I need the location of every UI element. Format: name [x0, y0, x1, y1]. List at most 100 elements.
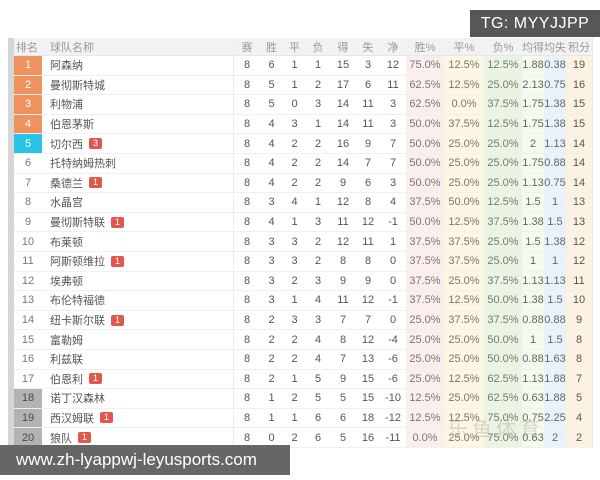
stat-p: 8	[243, 392, 251, 405]
notice-count-badge: 1	[100, 412, 113, 424]
team-row[interactable]: 5 切尔西 3 8 4 2 2 16 9 7 50.0% 25.0% 25.0% 2 1.13 14	[8, 134, 592, 154]
stat-wpct: 75.0%	[406, 56, 444, 75]
stat-d: 2	[291, 392, 298, 405]
stat-avgf: 1.75	[522, 153, 544, 173]
stat-p: 8	[243, 59, 251, 72]
stat-d: 3	[291, 118, 298, 131]
stat-l: 4	[314, 294, 322, 307]
column-header-dpct: 平%	[453, 41, 475, 54]
stat-lpct: 62.5%	[484, 369, 522, 389]
rank-cell: 16	[21, 353, 35, 366]
stat-d: 3	[291, 314, 298, 327]
stat-gd: 3	[389, 98, 397, 111]
team-row[interactable]: 3 利物浦 8 5 0 3 14 11 3 62.5% 0.0% 37.5% 1.75 1.38 15	[8, 95, 592, 115]
stat-w: 3	[268, 274, 275, 287]
stat-w: 4	[268, 137, 275, 150]
stat-dpct: 37.5%	[444, 232, 484, 251]
team-name-cell: 曼彻斯特城	[42, 75, 234, 95]
team-row[interactable]: 19 西汉姆联 1 8 1 1 6 6 18 -12 12.5% 12.5% 75.0% 0.75 2.25…	[8, 408, 592, 429]
team-name: 曼彻斯特城	[50, 79, 105, 92]
team-row[interactable]: 4 伯恩茅斯 8 4 3 1 14 11 3 50.0% 37.5% 12.5% 1.75 1.38 15	[8, 114, 592, 135]
stat-p: 8	[243, 216, 251, 229]
stat-ga: 12	[361, 294, 375, 307]
team-row[interactable]: 16 利兹联 8 2 2 4 7 13 -6 25.0% 25.0% 50.0% 0.88 1.63 8	[8, 349, 592, 370]
stat-gf: 12	[336, 235, 350, 248]
stat-wpct: 50.0%	[406, 153, 444, 173]
stat-w: 2	[268, 314, 275, 327]
team-row[interactable]: 10 布莱顿 8 3 3 2 12 11 1 37.5% 37.5% 25.0% 1.5 1.38 12	[8, 232, 592, 252]
column-header-w: 胜	[266, 41, 277, 54]
stat-gd: -12	[385, 411, 401, 424]
notice-count-badge: 1	[111, 255, 124, 267]
stat-p: 8	[243, 196, 251, 209]
column-header-l: 负	[312, 41, 324, 54]
league-standings-table: 排名 球队名称赛胜平负得失净胜% 平% 负% 均得 均失 积分 1 阿森纳 8 6 1 1 15 3 12 7…	[8, 38, 593, 448]
stat-w: 2	[268, 353, 275, 366]
stat-ga: 11	[362, 235, 374, 248]
rank-cell: 1	[14, 56, 42, 75]
team-row[interactable]: 1 阿森纳 8 6 1 1 15 3 12 75.0% 12.5% 12.5% 1.88 0.38 19	[8, 56, 592, 76]
team-row[interactable]: 20 狼队 1 8 0 2 6 5 16 -11 0.0% 25.0% 75.0% 0.63 2 2	[8, 428, 592, 448]
stat-dpct: 12.5%	[444, 408, 484, 428]
stat-l: 2	[314, 78, 322, 91]
stat-d: 1	[291, 372, 298, 385]
stat-gf: 6	[339, 411, 347, 424]
stat-d: 2	[291, 137, 298, 150]
stat-avga: 1	[544, 251, 566, 271]
stat-lpct: 50.0%	[484, 330, 522, 349]
team-row[interactable]: 8 水晶宫 8 3 4 1 12 8 4 37.5% 50.0% 12.5% 1.5 1 13	[8, 193, 592, 213]
stat-avgf: 1	[522, 330, 544, 349]
stat-d: 1	[291, 411, 298, 424]
team-name: 切尔西	[50, 138, 83, 151]
stat-pts: 16	[566, 75, 592, 95]
team-row[interactable]: 11 阿斯顿维拉 1 8 3 3 2 8 8 0 37.5% 37.5% 25.0% 1 1 12	[8, 251, 592, 272]
stat-pts: 8	[566, 330, 592, 349]
team-row[interactable]: 13 布伦特福德 8 3 1 4 11 12 -1 37.5% 12.5% 50.0% 1.38 1.5 1…	[8, 291, 592, 311]
tg-contact-badge: TG: MYYJJPP	[470, 10, 600, 37]
stat-avgf: 0.63	[522, 389, 544, 408]
stat-avga: 0.38	[544, 56, 566, 75]
stat-avga: 1.38	[544, 114, 566, 134]
stat-d: 2	[291, 431, 298, 444]
stat-lpct: 25.0%	[484, 251, 522, 271]
stat-gd: -10	[385, 392, 401, 405]
team-name-cell: 伯恩利 1	[42, 369, 234, 389]
team-row[interactable]: 12 埃弗顿 8 3 2 3 9 9 0 37.5% 25.0% 37.5% 1.13 1.13 11	[8, 271, 592, 292]
stat-avgf: 1.75	[522, 95, 544, 114]
column-header-d: 平	[289, 41, 300, 54]
stat-gf: 11	[337, 294, 349, 307]
stat-gd: 0	[389, 255, 397, 268]
team-row[interactable]: 15 富勒姆 8 2 2 4 8 12 -4 25.0% 25.0% 50.0% 1 1.5 8	[8, 330, 592, 350]
team-name-cell: 狼队 1	[42, 428, 234, 447]
team-row[interactable]: 7 桑德兰 1 8 4 2 2 9 6 3 50.0% 25.0% 25.0% 1.13 0.75 14	[8, 173, 592, 194]
team-row[interactable]: 17 伯恩利 1 8 2 1 5 9 15 -6 25.0% 12.5% 62.5% 1.13 1.88 7	[8, 369, 592, 390]
team-row[interactable]: 6 托特纳姆热刺 8 4 2 2 14 7 7 50.0% 25.0% 25.0% 1.75 0.88 14	[8, 153, 592, 174]
column-header-gf: 得	[337, 41, 349, 54]
stat-avga: 1.13	[544, 271, 566, 291]
stat-pts: 14	[566, 134, 592, 153]
stat-ga: 9	[364, 137, 372, 150]
stat-lpct: 25.0%	[484, 232, 522, 251]
stat-avgf: 0.88	[522, 310, 544, 330]
team-row[interactable]: 18 诺丁汉森林 8 1 2 5 5 15 -10 12.5% 25.0% 62.5% 0.63 1.88…	[8, 389, 592, 409]
stat-gd: 3	[389, 176, 397, 189]
stat-l: 6	[314, 431, 322, 444]
team-name: 布莱顿	[50, 236, 83, 249]
stat-ga: 7	[364, 157, 372, 170]
stat-wpct: 37.5%	[406, 271, 444, 291]
stat-avgf: 0.63	[522, 428, 544, 447]
team-name-cell: 阿斯顿维拉 1	[42, 251, 234, 271]
stat-ga: 13	[361, 353, 375, 366]
stat-pts: 19	[566, 56, 592, 75]
stat-gf: 17	[336, 78, 350, 91]
stat-wpct: 50.0%	[406, 114, 444, 134]
rank-cell: 18	[14, 389, 42, 408]
stat-avga: 1.5	[544, 330, 566, 349]
team-row[interactable]: 9 曼彻斯特联 1 8 4 1 3 11 12 -1 50.0% 12.5% 37.5% 1.38 1.5 1…	[8, 212, 592, 233]
stat-gf: 11	[337, 216, 349, 229]
column-header-team: 球队名称	[42, 38, 234, 55]
stat-p: 8	[243, 314, 251, 327]
team-row[interactable]: 14 纽卡斯尔联 1 8 2 3 3 7 7 0 25.0% 37.5% 37.5% 0.88 0.88 9	[8, 310, 592, 331]
stat-pts: 4	[566, 408, 592, 428]
team-row[interactable]: 2 曼彻斯特城 8 5 1 2 17 6 11 62.5% 12.5% 25.0% 2.13 0.75 16	[8, 75, 592, 96]
